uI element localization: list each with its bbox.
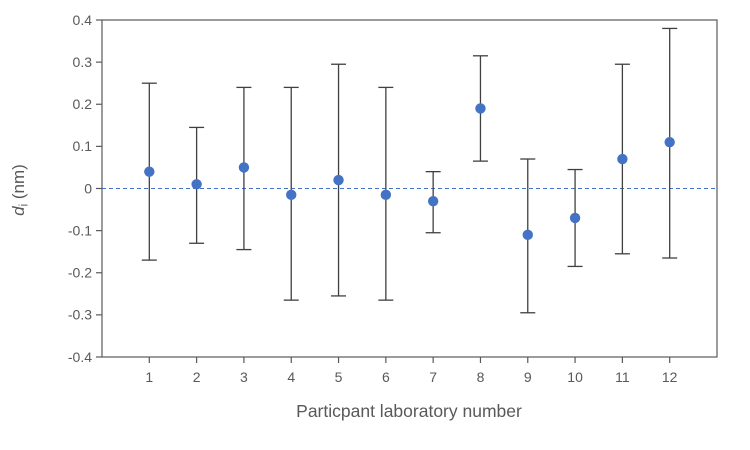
x-tick-label: 7 xyxy=(429,369,437,385)
data-point-lab-12 xyxy=(664,136,675,148)
y-tick-label: 0 xyxy=(84,180,92,196)
data-point-lab-5 xyxy=(333,174,344,186)
y-tick-label: 0.3 xyxy=(73,54,93,70)
y-tick-label: -0.1 xyxy=(68,222,92,238)
data-point-lab-6 xyxy=(380,189,392,201)
y-axis-variable: d xyxy=(9,206,28,216)
x-tick-label: 9 xyxy=(524,369,532,385)
x-tick-label: 8 xyxy=(477,369,485,385)
x-tick-label: 12 xyxy=(662,369,678,385)
x-tick-label: 11 xyxy=(615,369,630,385)
data-point-lab-2 xyxy=(191,179,202,190)
y-tick-label: -0.4 xyxy=(68,349,92,365)
x-tick-label: 10 xyxy=(567,369,583,385)
y-tick-label: -0.2 xyxy=(68,265,92,281)
y-tick-label: 0.1 xyxy=(73,138,93,154)
y-axis-unit: (nm) xyxy=(9,164,28,204)
y-tick-label: 0.4 xyxy=(73,12,93,28)
data-point-lab-3 xyxy=(238,162,250,173)
plot-area: 0.40.30.20.10-0.1-0.2-0.3-0.41 2 3 4 5 6 7 8 9 10… xyxy=(68,12,718,385)
x-tick-label: 6 xyxy=(382,369,390,385)
x-tick-label: 1 xyxy=(145,369,153,385)
data-point-lab-1 xyxy=(144,166,155,177)
data-point-lab-10 xyxy=(569,212,581,224)
data-point-lab-9 xyxy=(522,229,533,241)
data-point-lab-8 xyxy=(475,103,486,114)
y-axis-subscript: i xyxy=(19,204,31,207)
x-tick-label: 5 xyxy=(335,369,343,385)
y-tick-label: -0.3 xyxy=(68,307,92,323)
data-point-lab-7 xyxy=(427,195,439,207)
y-axis-title: di (nm) xyxy=(9,164,31,216)
data-point-lab-4 xyxy=(286,189,297,201)
x-tick-label: 3 xyxy=(240,369,248,385)
x-tick-label: 2 xyxy=(193,369,201,385)
y-tick-label: 0.2 xyxy=(73,96,93,112)
x-tick-label: 4 xyxy=(287,369,295,385)
x-axis-title: Particpant laboratory number xyxy=(296,401,522,421)
data-point-lab-11 xyxy=(617,153,628,165)
